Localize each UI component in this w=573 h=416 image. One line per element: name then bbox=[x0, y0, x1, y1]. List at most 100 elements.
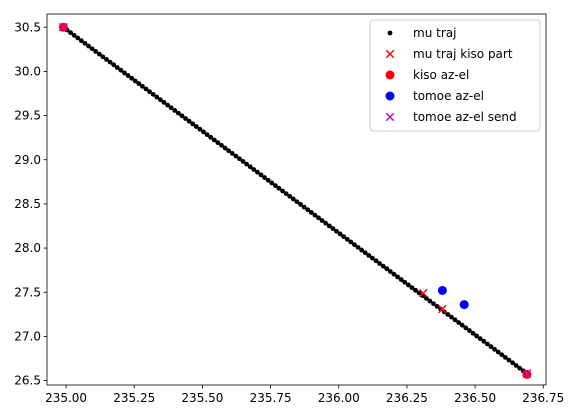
data-point bbox=[438, 304, 447, 314]
x-tick-label: 235.75 bbox=[250, 391, 292, 405]
data-point bbox=[459, 300, 469, 310]
legend-label: mu traj bbox=[413, 26, 456, 40]
data-point bbox=[75, 35, 81, 41]
data-point bbox=[506, 357, 512, 363]
legend-marker bbox=[387, 30, 393, 36]
data-point bbox=[265, 177, 271, 183]
data-point bbox=[474, 333, 480, 339]
data-point bbox=[290, 196, 296, 202]
data-point bbox=[445, 312, 451, 317]
data-point bbox=[240, 159, 246, 164]
data-point bbox=[143, 86, 149, 92]
data-point bbox=[287, 193, 293, 199]
y-tick-label: 30.5 bbox=[14, 20, 41, 34]
data-point bbox=[398, 277, 404, 282]
x-tick-label: 236.50 bbox=[454, 391, 496, 405]
data-point bbox=[111, 62, 117, 68]
data-point bbox=[247, 164, 253, 170]
legend-label: tomoe az-el bbox=[413, 89, 484, 103]
data-point bbox=[477, 336, 483, 342]
data-point bbox=[132, 78, 138, 84]
data-point bbox=[197, 126, 203, 132]
x-tick-label: 235.50 bbox=[181, 391, 223, 405]
data-point bbox=[326, 223, 332, 229]
data-point bbox=[352, 242, 357, 248]
data-point bbox=[463, 325, 469, 331]
data-point bbox=[369, 255, 375, 261]
data-point bbox=[193, 124, 199, 129]
data-point bbox=[71, 32, 77, 38]
y-tick-label: 30.0 bbox=[14, 64, 41, 78]
data-point bbox=[154, 94, 160, 100]
data-point bbox=[419, 288, 428, 298]
data-point bbox=[323, 220, 329, 226]
data-point bbox=[157, 97, 163, 103]
data-point bbox=[452, 317, 458, 323]
legend-item: tomoe az-el send bbox=[385, 110, 517, 124]
x-tick-label: 236.25 bbox=[386, 391, 428, 405]
data-point bbox=[89, 46, 95, 52]
series-tomoe-az-el bbox=[437, 285, 469, 310]
data-point bbox=[380, 263, 386, 269]
data-point bbox=[298, 202, 303, 207]
data-point bbox=[129, 75, 135, 81]
data-point bbox=[294, 199, 300, 205]
data-point bbox=[492, 346, 497, 352]
data-point bbox=[334, 228, 339, 234]
data-point bbox=[517, 365, 523, 371]
data-point bbox=[215, 140, 221, 146]
data-point bbox=[175, 110, 181, 116]
data-point bbox=[147, 89, 153, 95]
data-point bbox=[413, 287, 418, 293]
data-point bbox=[330, 226, 336, 231]
data-point bbox=[255, 169, 260, 175]
data-point bbox=[280, 188, 285, 194]
data-point bbox=[82, 40, 88, 46]
data-point bbox=[467, 328, 472, 333]
legend-label: kiso az-el bbox=[413, 68, 469, 82]
data-point bbox=[510, 360, 515, 366]
legend-label: tomoe az-el send bbox=[413, 110, 517, 124]
data-point bbox=[122, 70, 127, 76]
data-point bbox=[283, 191, 289, 197]
data-point bbox=[434, 304, 440, 309]
data-point bbox=[502, 355, 508, 360]
data-point bbox=[348, 239, 354, 245]
data-point bbox=[391, 271, 397, 277]
data-point bbox=[341, 234, 347, 240]
legend-marker bbox=[385, 112, 395, 122]
series-tomoe-az-el-send bbox=[59, 22, 532, 378]
data-point bbox=[107, 59, 113, 65]
x-tick-label: 235.25 bbox=[113, 391, 155, 405]
y-tick-label: 28.0 bbox=[14, 241, 41, 255]
data-point bbox=[172, 108, 178, 113]
data-point bbox=[165, 102, 170, 108]
y-tick-label: 27.0 bbox=[14, 329, 41, 343]
data-point bbox=[100, 54, 106, 60]
legend-marker bbox=[385, 70, 395, 80]
x-tick-label: 236.00 bbox=[318, 391, 360, 405]
data-marks bbox=[58, 22, 532, 379]
data-point bbox=[276, 185, 282, 191]
x-tick-label: 236.75 bbox=[522, 391, 564, 405]
data-point bbox=[488, 344, 494, 350]
legend-marker bbox=[385, 49, 395, 59]
data-point bbox=[190, 121, 196, 127]
data-point bbox=[305, 207, 311, 213]
data-point bbox=[219, 142, 224, 148]
data-point bbox=[456, 320, 462, 325]
data-point bbox=[522, 369, 532, 378]
data-point bbox=[96, 51, 102, 57]
data-point bbox=[344, 236, 350, 242]
data-point bbox=[211, 137, 217, 143]
data-point bbox=[449, 314, 454, 320]
data-point bbox=[262, 175, 267, 180]
data-point bbox=[495, 349, 501, 355]
data-point bbox=[208, 134, 214, 140]
data-point bbox=[337, 231, 343, 237]
data-point bbox=[395, 274, 400, 280]
data-point bbox=[416, 290, 422, 296]
y-tick-label: 29.5 bbox=[14, 109, 41, 123]
data-point bbox=[244, 161, 250, 167]
data-point bbox=[233, 153, 239, 159]
